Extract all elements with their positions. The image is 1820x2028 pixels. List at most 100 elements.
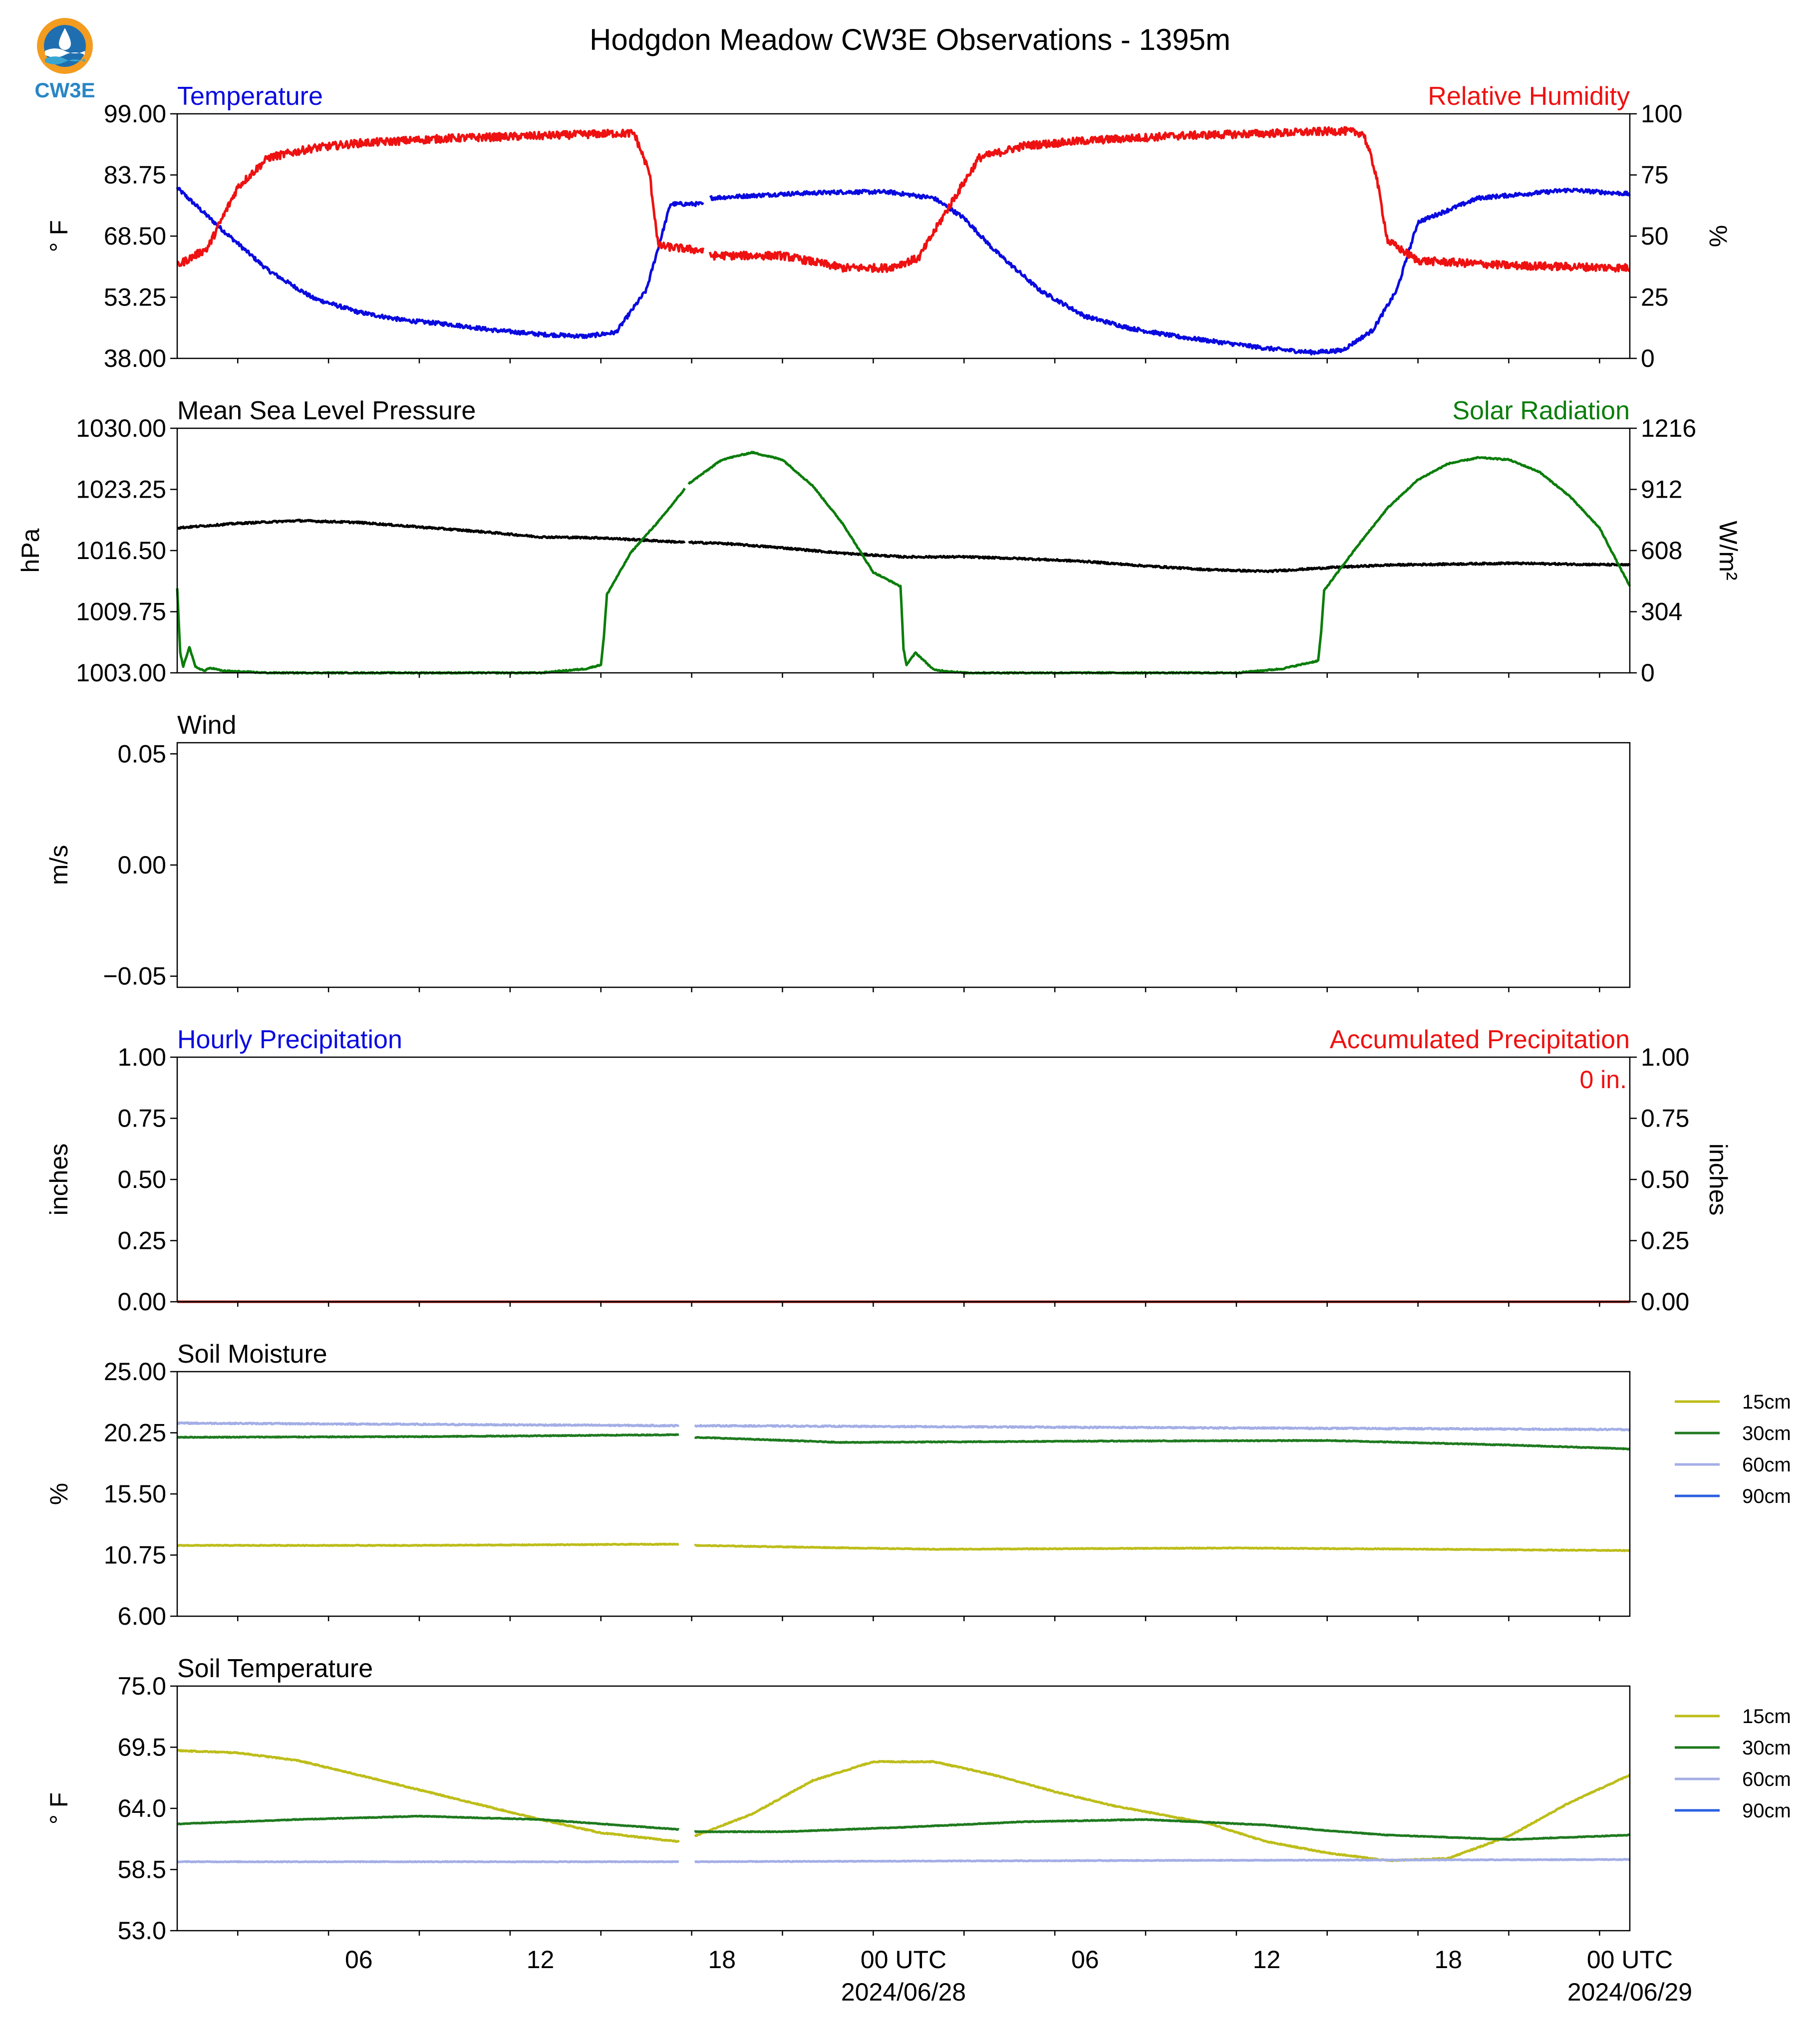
series-line-s0-panel0-seg1 (709, 188, 1631, 356)
series-line-60cm-panel5-seg0 (176, 1860, 679, 1864)
series-line-s0-panel1-seg1 (688, 540, 1631, 574)
ytick-label-right: 0.50 (1641, 1165, 1689, 1193)
panel-3: Hourly Precipitation Accumulated Precipit… (45, 1025, 1732, 1316)
legend-label-15cm: 15cm (1742, 1391, 1791, 1413)
legend-label-90cm: 90cm (1742, 1485, 1791, 1507)
ytick-label-right: 75 (1641, 161, 1669, 189)
xtick-label: 18 (708, 1946, 736, 1974)
ytick-label-right: 25 (1641, 284, 1669, 311)
legend-label-15cm: 15cm (1742, 1706, 1791, 1728)
panel-4: Soil Moisture 6.00 10.75 15.50 20.25 25.00% 15… (45, 1340, 1791, 1630)
legend-label-30cm: 30cm (1742, 1737, 1791, 1759)
series-line-60cm-panel4-seg1 (694, 1424, 1630, 1432)
series-line-15cm-panel4-seg0 (177, 1542, 679, 1547)
ylabel-left: % (45, 1483, 73, 1505)
ytick-label-right: 1.00 (1641, 1043, 1689, 1071)
ytick-label-right: 100 (1641, 100, 1682, 128)
ytick-label-left: 1016.50 (76, 537, 166, 565)
xtick-label: 12 (1253, 1946, 1281, 1974)
series-group (176, 451, 1631, 675)
series-line-15cm-panel5-seg0 (176, 1748, 680, 1843)
legend: 15cm 30cm 60cm 90cm (1675, 1706, 1791, 1822)
logo-wave2-icon (45, 56, 85, 64)
ytick-label-right: 0 (1641, 344, 1655, 372)
chart-title: Hodgdon Meadow CW3E Observations - 1395m (590, 23, 1230, 56)
xdate-label: 2024/06/28 (841, 1978, 966, 2006)
panels: Temperature Relative Humidity 38.00 53.25 68… (16, 82, 1791, 1945)
panel-title-right: Solar Radiation (1452, 396, 1630, 425)
logo-text: CW3E (34, 78, 95, 102)
legend-label-90cm: 90cm (1742, 1800, 1791, 1822)
ytick-label-right: 0.75 (1641, 1105, 1689, 1133)
series-line-s1-panel0-seg1 (708, 126, 1631, 273)
legend-label-60cm: 60cm (1742, 1454, 1791, 1476)
legend-label-30cm: 30cm (1742, 1423, 1791, 1445)
ytick-label-left: 53.0 (118, 1917, 166, 1945)
panel-title-left: Soil Temperature (177, 1654, 373, 1683)
ytick-label-left: 1023.25 (76, 476, 166, 504)
panel-title-left: Hourly Precipitation (177, 1025, 402, 1054)
ylabel-right: W/m² (1714, 521, 1742, 580)
series-line-30cm-panel4-seg0 (176, 1433, 679, 1439)
ytick-label-right: 304 (1641, 598, 1682, 626)
ylabel-left: inches (45, 1144, 73, 1216)
ytick-label-left: 1.00 (118, 1043, 166, 1071)
series-line-s0-panel1-seg0 (176, 519, 686, 544)
xtick-label: 00 UTC (861, 1946, 946, 1974)
series-line-s1-panel0-seg0 (176, 128, 704, 267)
ytick-label-left: 38.00 (104, 344, 166, 372)
panel-title-left: Temperature (177, 82, 323, 111)
ylabel-right: inches (1704, 1144, 1732, 1216)
ytick-label-left: 58.5 (118, 1856, 166, 1884)
ytick-label-left: 0.00 (118, 1288, 166, 1316)
panel-title-right: Relative Humidity (1428, 82, 1630, 111)
logo-drop-icon (59, 28, 71, 50)
ytick-label-left: 15.50 (104, 1480, 166, 1508)
ytick-label-right: 0.25 (1641, 1227, 1689, 1255)
ytick-label-left: 1003.00 (76, 659, 166, 687)
panel-frame (176, 1056, 1631, 1303)
ytick-label-right: 50 (1641, 222, 1669, 250)
ylabel-left: hPa (16, 528, 44, 573)
x-axis: 06 12 18 00 UTC 06 12 18 00 UTC 2024/06/28 2024/0… (345, 1946, 1692, 2006)
xdate-label: 2024/06/29 (1567, 1978, 1692, 2006)
ytick-label-left: −0.05 (103, 962, 166, 990)
series-line-15cm-panel5-seg1 (694, 1759, 1631, 1862)
panel-1: Mean Sea Level Pressure Solar Radiation 10… (16, 396, 1742, 687)
ytick-label-right: 1216 (1641, 414, 1696, 442)
series-line-s0-panel0-seg0 (176, 187, 704, 339)
series-line-s1-panel1-seg0 (176, 487, 686, 675)
ytick-label-right: 608 (1641, 537, 1682, 565)
ylabel-left: m/s (45, 845, 73, 885)
panel-title-left: Wind (177, 711, 236, 740)
ytick-label-left: 1009.75 (76, 598, 166, 626)
ytick-label-left: 25.00 (104, 1358, 166, 1386)
xtick-label: 06 (345, 1946, 373, 1974)
series-line-60cm-panel4-seg0 (177, 1421, 680, 1428)
ytick-label-left: 20.25 (104, 1419, 166, 1447)
ytick-label-left: 0.50 (118, 1165, 166, 1193)
cw3e-logo: CW3E (34, 18, 95, 102)
ytick-label-left: 10.75 (104, 1541, 166, 1569)
ylabel-left: ° F (45, 220, 73, 252)
ytick-label-right: 0.00 (1641, 1288, 1689, 1316)
panel-title-right: Accumulated Precipitation (1330, 1025, 1630, 1054)
ytick-label-right: 0 (1641, 659, 1655, 687)
panel-5: Soil Temperature 53.0 58.5 64.0 69.5 75.0 ° F 1… (45, 1654, 1791, 1945)
ytick-label-left: 75.0 (118, 1672, 166, 1700)
logo-wave-icon (45, 48, 85, 57)
ytick-label-left: 0.00 (118, 851, 166, 879)
accumulated-total-label: 0 in. (1579, 1066, 1627, 1094)
ytick-label-left: 53.25 (104, 284, 166, 311)
ytick-label-left: 6.00 (118, 1602, 166, 1630)
legend-label-60cm: 60cm (1742, 1768, 1791, 1790)
ytick-label-left: 1030.00 (76, 414, 166, 442)
ytick-label-left: 68.50 (104, 222, 166, 250)
ytick-label-left: 0.05 (118, 740, 166, 768)
series-line-30cm-panel5-seg1 (694, 1818, 1630, 1841)
panel-title-left: Mean Sea Level Pressure (177, 396, 476, 425)
ytick-label-left: 64.0 (118, 1794, 166, 1822)
series-group (176, 1421, 1631, 1552)
panel-0: Temperature Relative Humidity 38.00 53.25 68… (45, 82, 1732, 372)
